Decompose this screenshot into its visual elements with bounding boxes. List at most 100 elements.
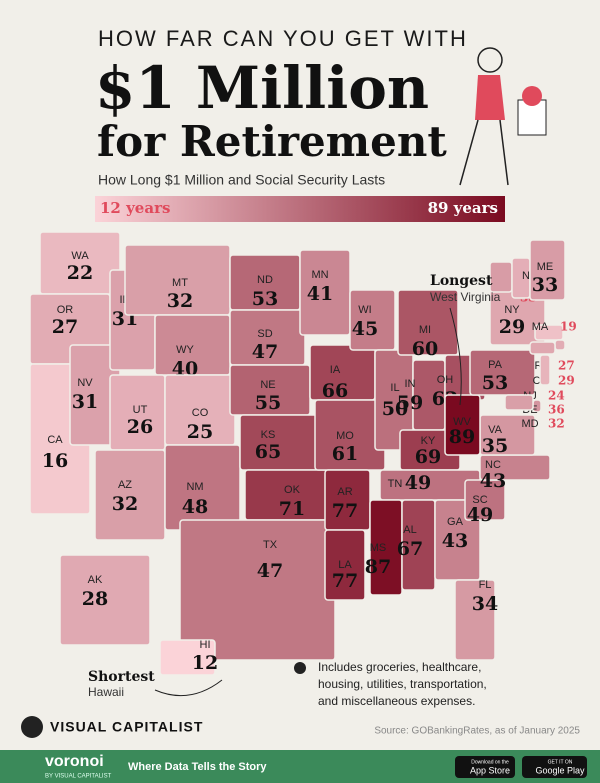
state-value: 61 [332,443,358,465]
state-value: 26 [127,416,153,438]
state-code: SD [257,328,272,340]
title-line3: for Retirement [97,117,447,166]
footer-by: BY VISUAL CAPITALIST [45,774,112,780]
state-code: PA [488,359,503,371]
footer-tagline: Where Data Tells the Story [128,761,267,773]
state-code: NM [186,481,203,493]
state-code: SC [472,494,487,506]
state-code: MI [419,324,431,336]
state-value: 53 [482,372,508,394]
state-value: 59 [397,392,423,414]
app-store-button[interactable] [455,756,515,778]
state-value: 32 [167,290,193,312]
legend-max: 89 years [428,199,498,217]
longest-title: Longest [430,273,493,289]
state-code: IN [405,378,416,390]
state-code: MN [311,269,328,281]
state-value: 69 [415,446,441,468]
state [534,324,564,341]
state-value: 32 [112,493,138,515]
app-store-small: Download on the [471,759,509,765]
info-icon [294,662,306,674]
state-value: 27 [52,316,78,338]
longest-state: West Virginia [430,290,501,304]
brand: VISUAL CAPITALIST [50,719,203,735]
state-value: 71 [279,498,305,520]
state-value: 49 [467,504,493,526]
state-value: 24 [548,389,565,403]
state-value: 41 [307,283,333,305]
state [529,239,566,301]
state-value: 60 [412,338,438,360]
source: Source: GOBankingRates, as of January 20… [374,726,580,737]
state-code: CA [47,434,63,446]
google-play-button[interactable] [522,756,587,778]
state [159,639,216,676]
state-value: 19 [560,320,577,334]
brand-logo [21,716,43,738]
state [529,341,556,355]
state-value: 67 [397,538,423,560]
state-value: 53 [252,288,278,310]
state-value: 36 [548,403,565,417]
map: WA22OR27CA16NV31ID31MT32WY40UT26CO25AZ32… [29,231,577,676]
state [349,289,396,351]
legend-bar [95,196,505,222]
google-play: Google Play [535,765,585,775]
state-value: 47 [252,341,278,363]
state-code: OH [437,374,454,386]
state-code: OR [57,304,74,316]
state [504,394,534,411]
note-2: housing, utilities, transportation, [318,677,487,691]
state-code: AK [88,574,103,586]
subtitle: How Long $1 Million and Social Security … [98,172,385,188]
shortest-arrow [154,679,223,697]
state-value: 43 [442,530,468,552]
state-value: 77 [332,500,358,522]
state [324,529,366,601]
state [554,339,566,351]
state-code: IL [390,382,399,394]
state-code: VA [488,424,503,436]
state-code: MD [521,418,538,430]
shortest-state: Hawaii [88,685,124,699]
state-value: 31 [72,391,98,413]
state-value: 28 [82,588,108,610]
state-code: NC [485,459,501,471]
state-value: 22 [67,262,93,284]
state [397,289,459,356]
state-value: 27 [558,359,575,373]
state [469,349,536,396]
state-code: AR [337,486,352,498]
state-code: MO [336,430,354,442]
state-value: 33 [532,274,558,296]
state-code: IA [330,364,341,376]
state-value: 29 [499,316,525,338]
state-code: WI [358,304,371,316]
state [239,414,326,471]
state-code: LA [338,559,352,571]
state-value: 12 [192,652,218,674]
title-line2: $1 Million [95,54,429,122]
state-value: 65 [255,441,281,463]
state-code: NY [504,304,520,316]
state-code: FL [479,579,492,591]
state-code: UT [133,404,148,416]
footer-logo: voronoi [45,753,104,770]
state-code: KS [261,429,276,441]
state-code: MA [532,321,549,333]
state-code: MS [370,542,387,554]
state-value: 32 [548,417,565,431]
state-value: 49 [405,472,431,494]
note-3: and miscellaneous expenses. [318,694,475,708]
state-code: MT [172,277,188,289]
state-code: WY [176,344,194,356]
state [489,261,513,293]
state-code: KY [421,435,436,447]
state [454,579,496,661]
illustration [459,47,547,186]
state-value: 87 [365,556,391,578]
title-line1: HOW FAR CAN YOU GET WITH [98,26,468,51]
state-code: ME [537,261,554,273]
